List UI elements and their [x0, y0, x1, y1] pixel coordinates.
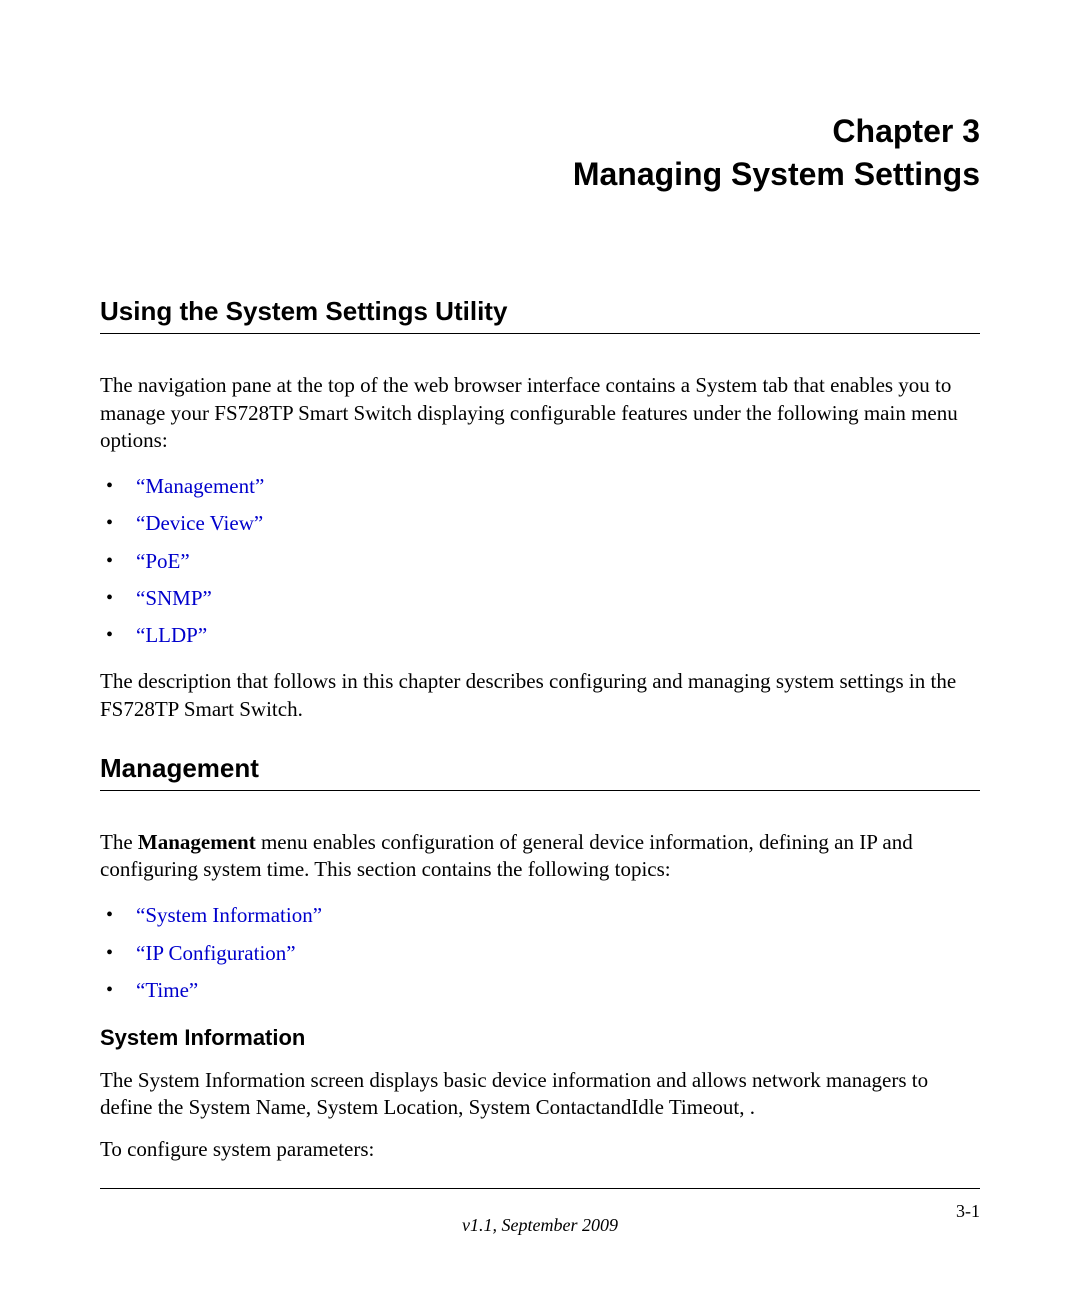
menu-options-list: “Management” “Device View” “PoE” “SNMP” …	[100, 468, 980, 654]
xref-ip-configuration[interactable]: “IP Configuration”	[136, 941, 296, 965]
text-prefix: The	[100, 830, 138, 854]
management-paragraph: The Management menu enables configuratio…	[100, 829, 980, 884]
management-topics-list: “System Information” “IP Configuration” …	[100, 897, 980, 1009]
section-heading-using-utility: Using the System Settings Utility	[100, 296, 980, 334]
xref-lldp[interactable]: “LLDP”	[136, 623, 207, 647]
xref-time[interactable]: “Time”	[136, 978, 198, 1002]
subsection-heading-system-information: System Information	[100, 1025, 980, 1051]
chapter-number: Chapter 3	[100, 110, 980, 153]
page-number: 3-1	[956, 1201, 980, 1222]
list-item: “LLDP”	[100, 617, 980, 654]
list-item: “System Information”	[100, 897, 980, 934]
configure-paragraph: To configure system parameters:	[100, 1136, 980, 1163]
xref-management[interactable]: “Management”	[136, 474, 264, 498]
text-bold-management: Management	[138, 830, 256, 854]
document-page: Chapter 3 Managing System Settings Using…	[0, 0, 1080, 1237]
xref-device-view[interactable]: “Device View”	[136, 511, 263, 535]
system-info-paragraph: The System Information screen displays b…	[100, 1067, 980, 1122]
chapter-title-block: Chapter 3 Managing System Settings	[100, 110, 980, 196]
description-paragraph: The description that follows in this cha…	[100, 668, 980, 723]
intro-paragraph: The navigation pane at the top of the we…	[100, 372, 980, 454]
list-item: “Management”	[100, 468, 980, 505]
list-item: “PoE”	[100, 543, 980, 580]
version-text: v1.1, September 2009	[100, 1215, 980, 1236]
list-item: “Device View”	[100, 505, 980, 542]
xref-system-information[interactable]: “System Information”	[136, 903, 322, 927]
chapter-name: Managing System Settings	[100, 153, 980, 196]
xref-snmp[interactable]: “SNMP”	[136, 586, 212, 610]
list-item: “Time”	[100, 972, 980, 1009]
list-item: “SNMP”	[100, 580, 980, 617]
xref-poe[interactable]: “PoE”	[136, 549, 190, 573]
page-footer: 3-1 v1.1, September 2009	[100, 1188, 980, 1236]
list-item: “IP Configuration”	[100, 935, 980, 972]
section-heading-management: Management	[100, 753, 980, 791]
